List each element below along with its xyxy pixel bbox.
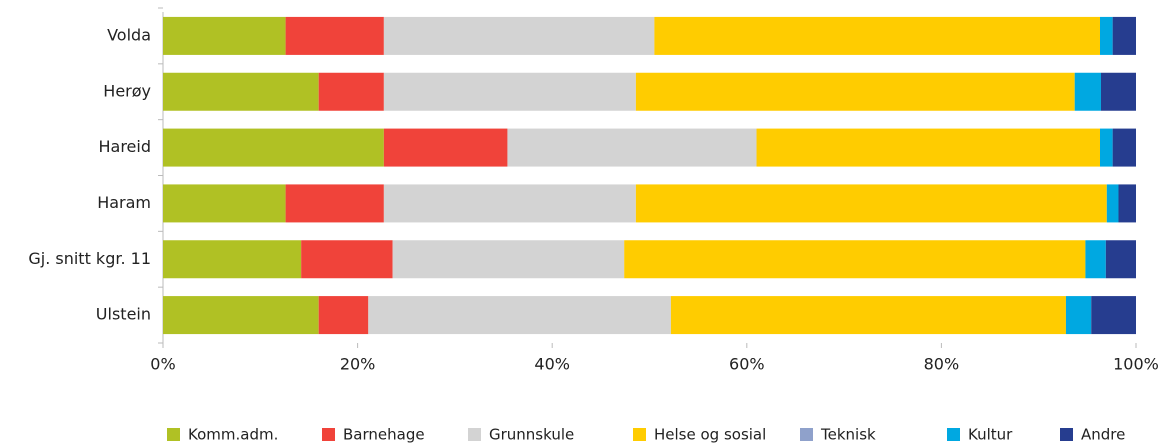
x-tick-label: 60% bbox=[729, 355, 765, 374]
x-tick-label: 80% bbox=[924, 355, 960, 374]
bar-segment bbox=[1112, 16, 1136, 55]
bar-segment bbox=[163, 240, 302, 279]
bar-segment bbox=[1106, 184, 1119, 223]
x-tick-label: 0% bbox=[150, 355, 175, 374]
bar-segment bbox=[163, 128, 384, 167]
legend-label: Komm.adm. bbox=[188, 426, 278, 444]
bar-segment bbox=[285, 184, 384, 223]
y-tick-label: Haram bbox=[97, 193, 151, 212]
bar-segment bbox=[383, 184, 636, 223]
x-tick-label: 20% bbox=[340, 355, 376, 374]
bar-segment bbox=[368, 296, 671, 335]
legend-swatch bbox=[468, 428, 481, 441]
bar-segment bbox=[654, 16, 1100, 55]
y-tick-label: Herøy bbox=[103, 81, 151, 100]
legend-label: Grunnskule bbox=[489, 426, 574, 444]
x-tick-label: 40% bbox=[534, 355, 570, 374]
legend-swatch bbox=[322, 428, 335, 441]
bar-segment bbox=[1065, 296, 1092, 335]
legend-swatch bbox=[633, 428, 646, 441]
legend-label: Teknisk bbox=[820, 426, 876, 444]
bar-segment bbox=[163, 296, 319, 335]
legend-label: Andre bbox=[1081, 426, 1125, 444]
bar-segment bbox=[318, 72, 384, 111]
bar-segment bbox=[507, 128, 757, 167]
x-tick-label: 100% bbox=[1113, 355, 1159, 374]
legend-swatch bbox=[947, 428, 960, 441]
bar-segment bbox=[1105, 240, 1136, 279]
bar-segment bbox=[1099, 16, 1113, 55]
bar-segment bbox=[1100, 72, 1136, 111]
bar-segment bbox=[756, 128, 1100, 167]
y-tick-label: Hareid bbox=[98, 137, 151, 156]
bar-segment bbox=[383, 72, 636, 111]
bar-segment bbox=[635, 184, 1107, 223]
y-tick-label: Volda bbox=[107, 25, 151, 44]
bar-segment bbox=[285, 16, 384, 55]
bar-segment bbox=[1085, 240, 1106, 279]
bar-segment bbox=[624, 240, 1086, 279]
bar-segment bbox=[1099, 128, 1113, 167]
bar-segment bbox=[1118, 184, 1136, 223]
bar-segment bbox=[670, 296, 1066, 335]
legend-label: Barnehage bbox=[343, 426, 425, 444]
legend-swatch bbox=[1060, 428, 1073, 441]
bar-segment bbox=[301, 240, 393, 279]
bar-segment bbox=[163, 184, 286, 223]
bar-segment bbox=[1091, 296, 1136, 335]
bar-segment bbox=[163, 16, 286, 55]
legend-label: Kultur bbox=[968, 426, 1013, 444]
bar-segment bbox=[163, 72, 319, 111]
bar-segment bbox=[383, 128, 508, 167]
bar-segment bbox=[383, 16, 655, 55]
bar-segment bbox=[1074, 72, 1101, 111]
bar-segment bbox=[1112, 128, 1136, 167]
legend-label: Helse og sosial bbox=[654, 426, 766, 444]
y-tick-label: Ulstein bbox=[96, 305, 151, 324]
y-tick-label: Gj. snitt kgr. 11 bbox=[28, 249, 151, 268]
bar-segment bbox=[392, 240, 625, 279]
bar-segment bbox=[318, 296, 369, 335]
legend-swatch bbox=[800, 428, 813, 441]
bar-segment bbox=[635, 72, 1075, 111]
legend-swatch bbox=[167, 428, 180, 441]
